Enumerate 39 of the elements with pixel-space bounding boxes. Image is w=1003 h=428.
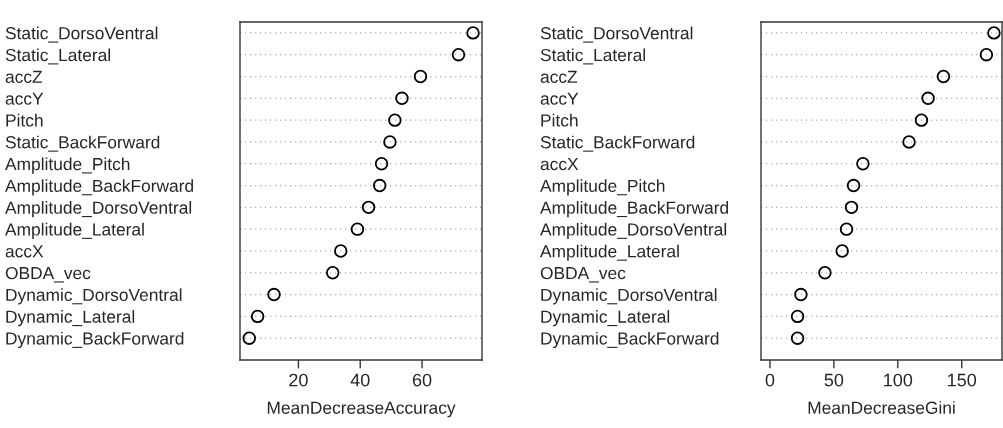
y-tick-label: Pitch (541, 113, 578, 127)
y-tick-label: Amplitude_BackForward (5, 179, 194, 196)
y-tick-label: Dynamic_DorsoVentral (6, 288, 182, 305)
y-tick-label: Dynamic_Lateral (6, 310, 135, 327)
y-tick-label: accY (5, 92, 44, 105)
y-tick-label: accY (540, 92, 579, 105)
y-tick-label: OBDA_vec (540, 266, 626, 283)
y-tick-label: Pitch (6, 113, 43, 127)
x-tick-label: 20 (289, 373, 308, 387)
y-tick-label: Static_Lateral (5, 48, 110, 65)
x-axis-title: MeanDecreaseGini (808, 401, 955, 414)
x-tick-label: 40 (350, 373, 370, 387)
y-tick-label: OBDA_vec (5, 266, 91, 283)
y-tick-label: Static_Lateral (540, 48, 645, 65)
y-tick-label: Dynamic_Lateral (541, 310, 670, 327)
y-tick-label: Amplitude_Lateral (5, 222, 144, 240)
y-tick-label: Static_BackForward (5, 135, 160, 152)
y-tick-label: accX (540, 158, 579, 171)
y-tick-label: Static_BackForward (540, 135, 695, 152)
y-tick-label: Amplitude_DorsoVentral (5, 201, 192, 218)
y-tick-label: Amplitude_BackForward (540, 201, 729, 218)
y-tick-label: Dynamic_BackForward (541, 331, 719, 349)
x-tick-label: 0 (765, 373, 775, 387)
y-tick-label: Amplitude_Pitch (540, 179, 665, 196)
y-tick-label: Static_DorsoVentral (540, 26, 693, 43)
x-tick-label: 60 (412, 373, 432, 387)
x-tick-label: 150 (948, 373, 977, 387)
y-tick-label: Amplitude_Pitch (5, 157, 130, 174)
y-tick-label: Dynamic_DorsoVentral (541, 288, 717, 305)
x-tick-label: 50 (824, 373, 844, 387)
y-tick-label: Dynamic_BackForward (6, 331, 184, 349)
y-tick-label: Amplitude_DorsoVentral (540, 222, 727, 240)
y-tick-label: accZ (5, 70, 43, 83)
x-tick-label: 100 (884, 373, 913, 387)
y-tick-label: Amplitude_Lateral (540, 244, 679, 261)
y-tick-label: Static_DorsoVentral (5, 26, 158, 43)
y-tick-label: accX (5, 245, 44, 258)
y-tick-label: accZ (540, 70, 578, 83)
x-axis-title: MeanDecreaseAccuracy (267, 401, 456, 418)
